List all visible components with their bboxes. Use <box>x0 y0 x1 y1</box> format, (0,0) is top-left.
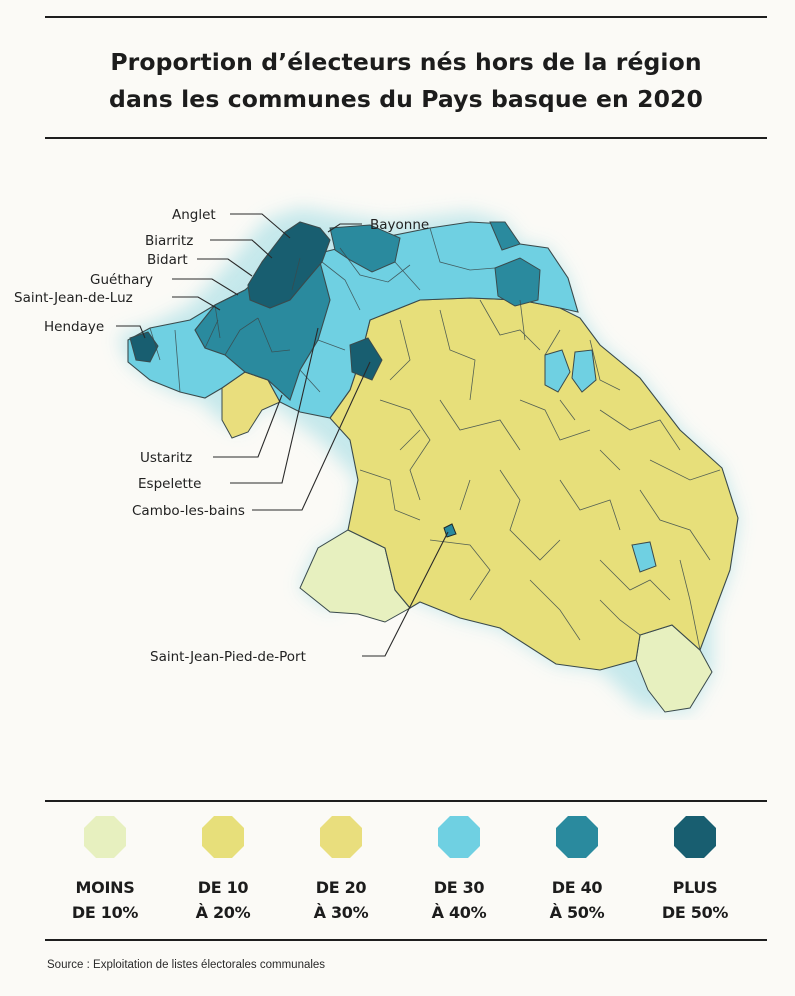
legend-label-line-1: PLUS <box>672 878 718 897</box>
octagon-swatch-icon <box>438 816 480 858</box>
region-de-30-a-40-blob-2 <box>571 349 597 393</box>
region-de-10-a-30-inland <box>329 297 739 671</box>
leader-lines <box>116 213 449 657</box>
legend-item-plus-50: PLUS DE 50% <box>635 815 755 925</box>
title-line-1: Proportion d’électeurs nés hors de la ré… <box>110 48 702 76</box>
label-saint-jean-de-luz: Saint-Jean-de-Luz <box>14 290 133 306</box>
legend-item-30-40: DE 30 À 40% <box>399 815 519 925</box>
octagon-swatch-icon <box>202 816 244 858</box>
title-line-2: dans les communes du Pays basque en 2020 <box>109 85 703 113</box>
label-cambo-les-bains: Cambo-les-bains <box>132 503 245 519</box>
label-hendaye: Hendaye <box>44 319 104 335</box>
legend-label-line-2: À 50% <box>549 903 605 922</box>
legend-item-10-20: DE 10 À 20% <box>163 815 283 925</box>
legend-label-line-1: MOINS <box>75 878 135 897</box>
legend-label-line-1: DE 10 <box>197 878 249 897</box>
octagon-swatch-icon <box>674 816 716 858</box>
label-biarritz: Biarritz <box>145 233 193 249</box>
legend-label-line-2: À 40% <box>431 903 487 922</box>
legend-label-line-1: DE 20 <box>315 878 367 897</box>
legend-label-line-2: À 20% <box>195 903 251 922</box>
label-bayonne: Bayonne <box>370 217 429 233</box>
label-saint-jean-pied-de-port: Saint-Jean-Pied-de-Port <box>150 649 306 665</box>
region-de-30-a-40-blob-3 <box>631 541 657 573</box>
legend-label-line-2: DE 10% <box>71 903 139 922</box>
legend-label-line-1: DE 40 <box>551 878 603 897</box>
region-de-40-a-50-bayonne <box>329 224 401 273</box>
legend-label-line-2: DE 50% <box>661 903 729 922</box>
place-labels: Anglet Biarritz Bidart Guéthary Saint-Je… <box>14 207 429 665</box>
region-de-30-a-40-blob-1 <box>544 349 571 393</box>
legend-label-line-1: DE 30 <box>433 878 485 897</box>
title-rule <box>45 137 767 139</box>
legend-label-line-2: À 30% <box>313 903 369 922</box>
region-plus-50-cambo <box>349 337 383 381</box>
top-rule <box>45 16 767 18</box>
map-title: Proportion d’électeurs nés hors de la ré… <box>45 44 767 118</box>
region-de-40-a-50-northeast <box>494 257 541 307</box>
pays-basque-map: Anglet Biarritz Bidart Guéthary Saint-Je… <box>14 207 739 713</box>
label-guethary: Guéthary <box>90 272 153 288</box>
label-bidart: Bidart <box>147 252 188 268</box>
region-plus-50-hendaye <box>129 331 159 363</box>
octagon-swatch-icon <box>320 816 362 858</box>
region-plus-50-anglet-biarritz <box>247 221 331 309</box>
label-anglet: Anglet <box>172 207 216 223</box>
source-note: Source : Exploitation de listes électora… <box>47 959 326 971</box>
legend-item-moins-10: MOINS DE 10% <box>45 815 165 925</box>
legend-item-40-50: DE 40 À 50% <box>517 815 637 925</box>
octagon-swatch-icon <box>84 816 126 858</box>
octagon-swatch-icon <box>556 816 598 858</box>
legend-bottom-rule <box>45 939 767 941</box>
legend-top-rule <box>45 800 767 802</box>
legend-item-20-30: DE 20 À 30% <box>281 815 401 925</box>
commune-borders <box>149 227 721 651</box>
region-de-40-a-50-north <box>489 221 521 251</box>
label-espelette: Espelette <box>138 476 201 492</box>
legend: MOINS DE 10% DE 10 À 20% DE 20 À 30% DE … <box>45 815 767 925</box>
label-ustaritz: Ustaritz <box>140 450 192 466</box>
